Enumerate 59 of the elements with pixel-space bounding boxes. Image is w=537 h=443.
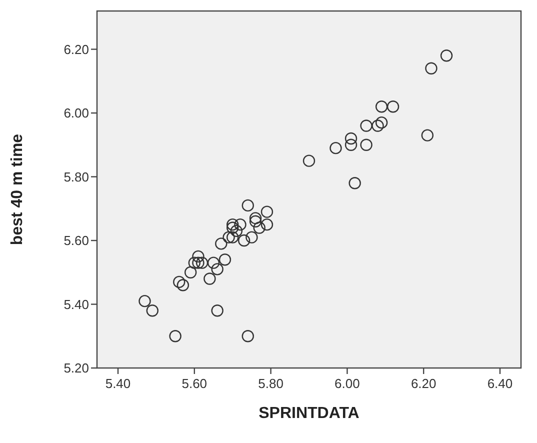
point — [226, 218, 239, 231]
y-axis-title: best 40 m time — [9, 134, 26, 246]
y-tick-label: 6.00 — [64, 106, 89, 120]
x-tick-label: 5.60 — [182, 376, 208, 391]
point — [344, 132, 358, 145]
point — [425, 62, 438, 74]
point — [238, 234, 250, 247]
point — [253, 222, 266, 234]
x-tick-label: 6.40 — [487, 376, 513, 391]
point — [226, 231, 239, 244]
point — [344, 138, 358, 151]
point — [348, 177, 361, 190]
point — [173, 276, 186, 288]
point — [246, 231, 258, 244]
y-tick-label: 6.20 — [64, 42, 89, 57]
point — [372, 120, 384, 132]
x-tick-label: 6.20 — [410, 376, 436, 391]
point — [176, 279, 190, 292]
point — [226, 222, 239, 234]
point — [146, 304, 158, 317]
point — [234, 218, 246, 231]
point — [211, 263, 224, 276]
point — [207, 256, 220, 269]
point — [204, 272, 216, 285]
point — [169, 330, 182, 342]
point — [242, 199, 254, 212]
point — [184, 266, 197, 278]
point — [302, 154, 316, 167]
y-tick-label: 5.80 — [64, 169, 89, 184]
point — [211, 304, 224, 317]
point — [138, 294, 151, 308]
point — [188, 256, 201, 269]
y-tick-label: 5.20 — [64, 360, 89, 376]
point — [386, 100, 400, 113]
x-tick-label: 5.40 — [105, 376, 131, 391]
point — [242, 330, 254, 342]
x-tick-label: 5.80 — [258, 376, 284, 391]
y-tick-label: 5.40 — [64, 296, 89, 312]
point — [375, 100, 388, 113]
point — [196, 256, 208, 269]
x-axis-title: SPRINTDATA — [258, 405, 360, 422]
point — [440, 50, 453, 62]
point — [249, 212, 262, 224]
y-tick-label: 5.60 — [64, 233, 89, 248]
point — [215, 238, 228, 250]
point — [421, 129, 434, 142]
point — [222, 231, 235, 244]
point — [249, 215, 262, 228]
point — [230, 224, 243, 238]
point — [260, 206, 274, 218]
point — [360, 138, 372, 151]
point — [360, 120, 372, 132]
point — [375, 116, 388, 129]
point — [192, 256, 204, 269]
point — [260, 218, 274, 231]
point — [218, 254, 232, 266]
point — [192, 250, 204, 263]
x-tick-label: 6.00 — [334, 376, 360, 391]
point — [330, 142, 342, 154]
